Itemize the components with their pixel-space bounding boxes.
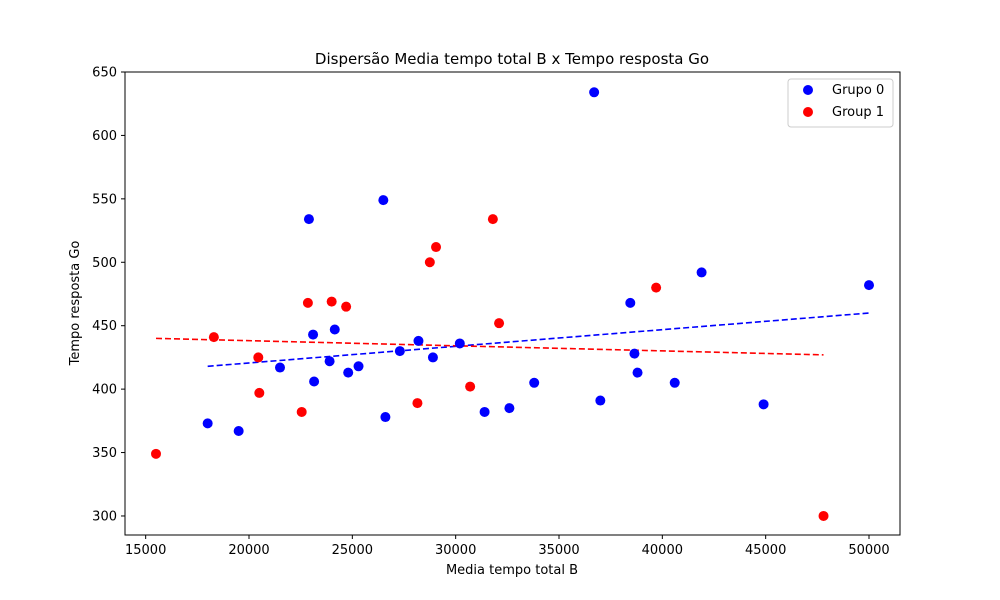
y-tick-label: 650 xyxy=(92,66,117,81)
data-point-grupo-0 xyxy=(479,406,490,417)
data-point-grupo-0 xyxy=(329,324,340,335)
trend-line-group-1 xyxy=(155,337,824,356)
data-point-group-1 xyxy=(494,318,505,329)
legend: Grupo 0 Group 1 xyxy=(787,78,894,128)
data-point-group-1 xyxy=(431,242,442,253)
data-point-grupo-0 xyxy=(589,87,600,98)
data-point-grupo-0 xyxy=(629,348,640,359)
data-point-grupo-0 xyxy=(343,367,354,378)
legend-label-grupo-0: Grupo 0 xyxy=(832,83,884,98)
x-tick-label: 50000 xyxy=(848,543,889,558)
legend-marker-group-1 xyxy=(803,107,813,117)
data-point-grupo-0 xyxy=(758,399,769,410)
data-point-grupo-0 xyxy=(625,297,636,308)
data-point-grupo-0 xyxy=(454,338,465,349)
data-point-grupo-0 xyxy=(669,377,680,388)
data-point-grupo-0 xyxy=(275,362,285,373)
y-tick-label: 350 xyxy=(92,446,117,461)
data-point-grupo-0 xyxy=(413,335,424,346)
data-point-group-1 xyxy=(151,448,161,459)
data-point-grupo-0 xyxy=(394,346,405,357)
data-point-grupo-0 xyxy=(308,329,319,340)
legend-frame xyxy=(787,78,894,128)
data-point-group-1 xyxy=(326,296,337,307)
data-point-group-1 xyxy=(818,510,829,521)
y-tick-label: 450 xyxy=(92,319,117,334)
y-tick-label: 400 xyxy=(92,383,117,398)
data-point-grupo-0 xyxy=(202,418,213,429)
data-point-grupo-0 xyxy=(529,377,540,388)
chart-title: Dispersão Media tempo total B x Tempo re… xyxy=(315,50,709,68)
data-point-group-1 xyxy=(651,282,662,293)
data-point-group-1 xyxy=(296,406,307,417)
legend-label-group-1: Group 1 xyxy=(832,105,884,120)
x-tick-label: 35000 xyxy=(538,543,579,558)
x-axis-ticks: 15000 20000 25000 30000 35000 40000 45000 50000 xyxy=(125,535,890,558)
y-tick-label: 500 xyxy=(92,256,117,271)
data-point-grupo-0 xyxy=(504,403,515,414)
y-axis-ticks: 300 350 400 450 500 550 600 650 xyxy=(92,66,125,524)
data-point-group-1 xyxy=(465,381,476,392)
y-tick-label: 300 xyxy=(92,509,117,524)
legend-marker-grupo-0 xyxy=(803,85,813,95)
data-point-grupo-0 xyxy=(303,214,314,225)
x-tick-label: 45000 xyxy=(745,543,786,558)
y-tick-label: 600 xyxy=(92,129,117,144)
data-point-grupo-0 xyxy=(595,395,606,406)
data-point-grupo-0 xyxy=(696,267,707,278)
data-point-grupo-0 xyxy=(380,412,391,423)
x-tick-label: 20000 xyxy=(228,543,269,558)
plot-area-frame xyxy=(124,71,901,536)
data-point-grupo-0 xyxy=(632,367,643,378)
data-point-group-1 xyxy=(302,297,313,308)
x-tick-label: 30000 xyxy=(435,543,476,558)
data-point-group-1 xyxy=(487,214,498,225)
trend-line-grupo-0 xyxy=(207,312,870,368)
data-point-grupo-0 xyxy=(309,376,320,387)
data-point-group-1 xyxy=(341,301,352,312)
data-point-group-1 xyxy=(254,387,265,398)
data-point-grupo-0 xyxy=(324,356,335,367)
data-point-grupo-0 xyxy=(864,280,874,291)
x-tick-label: 40000 xyxy=(642,543,683,558)
data-point-grupo-0 xyxy=(427,352,438,363)
trend-lines xyxy=(155,312,870,368)
data-point-grupo-0 xyxy=(353,361,364,372)
data-point-group-1 xyxy=(253,352,264,363)
data-points xyxy=(151,87,874,521)
x-axis-label: Media tempo total B xyxy=(446,563,578,578)
data-point-grupo-0 xyxy=(233,425,244,436)
x-tick-label: 15000 xyxy=(125,543,166,558)
data-point-group-1 xyxy=(424,257,435,268)
data-point-group-1 xyxy=(208,332,219,343)
data-point-group-1 xyxy=(412,398,423,409)
data-point-grupo-0 xyxy=(378,195,389,206)
x-tick-label: 25000 xyxy=(332,543,373,558)
y-tick-label: 550 xyxy=(92,192,117,207)
y-axis-label: Tempo resposta Go xyxy=(68,241,83,367)
